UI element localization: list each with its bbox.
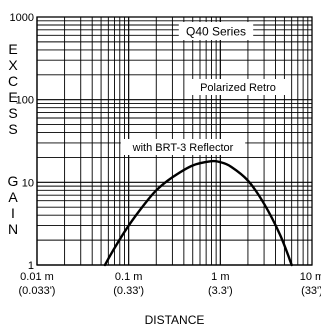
- chart-title: Q40 Series: [186, 24, 246, 38]
- y-tick-label: 1: [28, 260, 34, 272]
- series: [103, 159, 293, 267]
- tick-labels: 0.01 m (0.033') 0.1 m (0.33') 1 m (3.3') 10 m (…: [10, 12, 321, 327]
- x-tick-sublabel: (33'): [301, 285, 321, 297]
- series-line: [103, 159, 293, 267]
- ylabel-letter: E: [8, 41, 18, 57]
- y-tick-label: 1000: [10, 12, 34, 24]
- series-label-background: [120, 139, 246, 155]
- chart-subtitle: Polarized Retro: [200, 82, 276, 94]
- ylabel-letter: S: [8, 121, 18, 137]
- ylabel-letter: N: [7, 221, 19, 237]
- x-axis-label: DISTANCE: [145, 313, 205, 327]
- y-tick-label: 100: [16, 95, 34, 107]
- annotations: Q40 Series Polarized Retro with BRT-3 Refl…: [120, 22, 286, 155]
- y-tick-label: 10: [22, 177, 34, 189]
- x-tick-label: 1 m: [211, 271, 229, 283]
- ylabel-letter: C: [7, 73, 19, 89]
- ylabel-letter: G: [7, 173, 19, 189]
- ylabel-letter: E: [8, 89, 18, 105]
- x-tick-label: 0.01 m: [20, 271, 54, 283]
- ylabel-letter: A: [8, 189, 18, 205]
- series-label: with BRT-3 Reflector: [132, 142, 234, 154]
- ylabel-letter: I: [11, 205, 15, 221]
- chart-title-background: [178, 22, 254, 40]
- x-tick-sublabel: (0.33'): [113, 285, 144, 297]
- chart-subtitle-background: [190, 79, 286, 95]
- x-tick-sublabel: (3.3'): [208, 285, 233, 297]
- x-tick-label: 10 m: [300, 271, 321, 283]
- x-tick-label: 0.1 m: [115, 271, 143, 283]
- ylabel-letter: X: [8, 57, 18, 73]
- plot-frame: [36, 16, 313, 266]
- x-tick-sublabel: (0.033'): [19, 285, 56, 297]
- ylabel-letter: S: [8, 105, 18, 121]
